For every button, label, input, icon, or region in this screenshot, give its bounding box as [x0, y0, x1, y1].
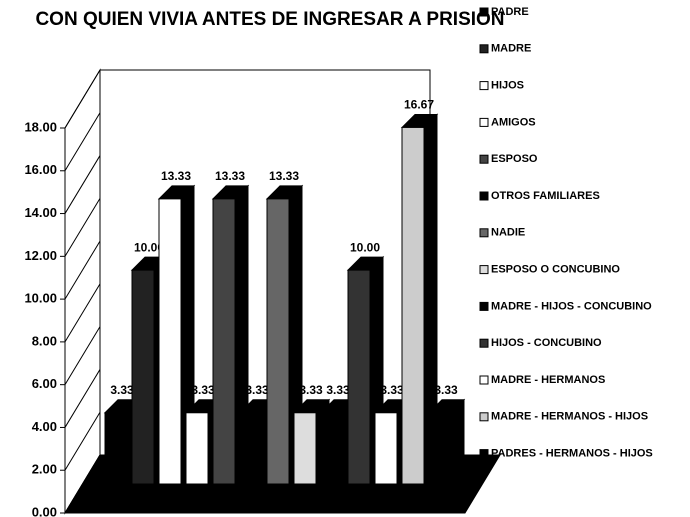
y-tick-label: 16.00 — [24, 162, 57, 177]
bar — [320, 412, 344, 485]
chart-title: CON QUIEN VIVIA ANTES DE INGRESAR A PRIS… — [35, 9, 504, 30]
bar — [185, 412, 209, 485]
legend-label: PADRES - HERMANOS - HIJOS — [491, 448, 653, 460]
legend-label: ESPOSO — [491, 153, 538, 165]
bar — [293, 412, 317, 485]
legend-swatch — [479, 228, 489, 238]
value-label: 16.67 — [404, 98, 434, 112]
y-tick-label: 2.00 — [32, 462, 57, 477]
value-label: 10.00 — [134, 240, 164, 254]
y-tick-label: 12.00 — [24, 248, 57, 263]
bar — [428, 412, 452, 485]
y-tick-label: 4.00 — [32, 419, 57, 434]
value-label: 13.33 — [215, 169, 245, 183]
legend-label: MADRE - HIJOS - CONCUBINO — [491, 300, 652, 312]
value-label: 3.33 — [380, 383, 404, 397]
bar — [374, 412, 398, 485]
y-tick-label: 10.00 — [24, 291, 57, 306]
y-tick-label: 18.00 — [24, 119, 57, 134]
value-label: 3.33 — [191, 383, 215, 397]
legend-label: AMIGOS — [491, 116, 536, 128]
bar — [131, 269, 155, 485]
legend-swatch — [479, 191, 489, 201]
grid-line — [64, 411, 101, 471]
y-tick-label: 0.00 — [32, 504, 57, 517]
legend-label: HIJOS - CONCUBINO — [491, 337, 602, 349]
legend-swatch — [479, 301, 489, 311]
bar — [347, 269, 371, 485]
legend-swatch — [479, 81, 489, 91]
value-label: 3.33 — [326, 383, 350, 397]
legend-label: OTROS FAMILIARES — [491, 190, 600, 202]
bar — [266, 198, 290, 485]
value-label: 3.33 — [299, 383, 323, 397]
legend-swatch — [479, 44, 489, 54]
legend-swatch — [479, 375, 489, 385]
bar — [158, 198, 182, 485]
legend-label: MADRE - HERMANOS — [491, 374, 605, 386]
side-wall — [64, 68, 101, 515]
value-label: 13.33 — [269, 169, 299, 183]
y-tick-label: 8.00 — [32, 333, 57, 348]
legend-swatch — [479, 449, 489, 459]
legend-swatch — [479, 338, 489, 348]
value-label: 3.33 — [434, 383, 458, 397]
grid-line — [64, 198, 101, 257]
legend-label: MADRE - HERMANOS - HIJOS — [491, 411, 648, 423]
value-label: 3.33 — [245, 383, 269, 397]
legend-swatch — [479, 412, 489, 422]
grid-line — [64, 369, 101, 428]
value-label: 10.00 — [350, 240, 380, 254]
grid-line — [64, 326, 101, 385]
legend-label: HIJOS — [491, 80, 524, 92]
legend-swatch — [479, 154, 489, 164]
legend-label: NADIE — [491, 227, 525, 239]
legend-swatch — [479, 117, 489, 127]
grid-line — [64, 454, 101, 514]
grid-line — [64, 69, 101, 129]
grid-line — [64, 283, 101, 343]
bar — [104, 412, 128, 485]
legend-label: MADRE — [491, 43, 531, 55]
value-label: 13.33 — [161, 169, 191, 183]
legend-label: PADRE — [491, 6, 529, 18]
legend-label: ESPOSO O CONCUBINO — [491, 264, 620, 276]
bar-side — [450, 398, 465, 486]
y-tick-label: 14.00 — [24, 205, 57, 220]
bar — [212, 198, 236, 485]
bar — [239, 412, 263, 485]
legend-swatch — [479, 7, 489, 17]
grid-line — [64, 155, 101, 214]
grid-line — [64, 112, 101, 172]
grid-line — [64, 240, 101, 300]
y-tick-label: 6.00 — [32, 376, 57, 391]
bar — [401, 126, 425, 485]
value-label: 3.33 — [110, 383, 134, 397]
legend-swatch — [479, 265, 489, 275]
